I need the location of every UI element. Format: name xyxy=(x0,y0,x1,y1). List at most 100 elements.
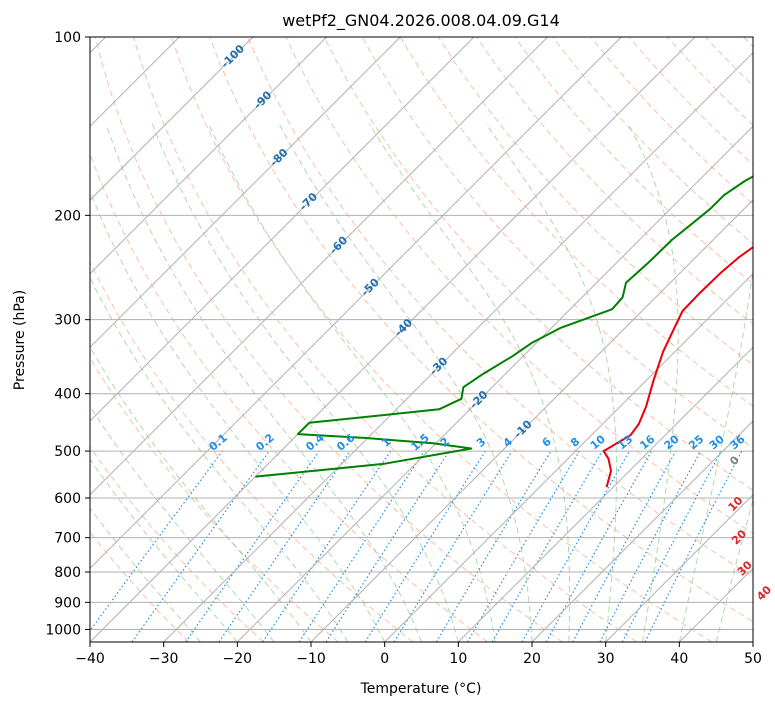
isotherm xyxy=(457,346,753,642)
grid-lines xyxy=(90,37,753,642)
y-tick-label: 1000 xyxy=(45,622,81,638)
y-tick-label: 800 xyxy=(54,565,81,581)
mixing-ratio-label: 3 xyxy=(474,435,488,450)
isotherm xyxy=(531,420,753,642)
dry-adiabat xyxy=(90,152,488,642)
mixing-ratio-line xyxy=(325,450,450,642)
mixing-ratio-line xyxy=(218,450,351,642)
dry-adiabat xyxy=(666,37,753,126)
mixing-ratio-line xyxy=(545,450,653,642)
mixing-ratio-label: 16 xyxy=(637,432,657,452)
moist-adiabat xyxy=(715,498,753,642)
mixing-ratio-line xyxy=(90,450,223,632)
mixing-ratio-line xyxy=(185,450,320,642)
dry-adiabat xyxy=(704,37,753,87)
x-axis-title: Temperature (°C) xyxy=(360,681,482,697)
dry-adiabat xyxy=(132,37,638,642)
mixing-ratio-label: 13 xyxy=(615,433,635,453)
mixing-ratio-label: 2 xyxy=(438,435,452,450)
x-tick-label: 30 xyxy=(597,651,615,667)
isotherm xyxy=(605,493,753,642)
dry-adiabat xyxy=(90,446,264,642)
moist-adiabat xyxy=(278,123,533,642)
series-lines xyxy=(255,175,753,488)
moist-adiabat xyxy=(627,123,679,642)
x-tick-label: 10 xyxy=(449,651,467,667)
x-tick-label: −10 xyxy=(296,651,326,667)
x-tick-label: 40 xyxy=(670,651,688,667)
y-tick-label: 100 xyxy=(54,30,81,46)
y-tick-label: 200 xyxy=(54,208,81,224)
y-tick-label: 600 xyxy=(54,491,81,507)
moist-adiabat xyxy=(90,507,201,642)
dry-adiabat xyxy=(209,37,753,623)
isotherm xyxy=(90,37,328,275)
dry-adiabat xyxy=(94,37,563,642)
background-lines xyxy=(90,37,753,642)
dry-adiabat xyxy=(323,37,753,491)
isotherm xyxy=(384,272,753,642)
dry-adiabat xyxy=(476,37,753,325)
dry-adiabat xyxy=(743,37,753,48)
mixing-ratio-line xyxy=(521,450,631,642)
temperature-profile xyxy=(602,245,753,488)
y-tick-label: 300 xyxy=(54,313,81,329)
moist-adiabat xyxy=(90,189,386,642)
mixing-ratio-label: 25 xyxy=(686,433,706,453)
moist-adiabat xyxy=(90,405,275,642)
y-tick-label: 400 xyxy=(54,387,81,403)
dry-adiabat xyxy=(514,37,753,285)
moist-adiabat xyxy=(151,123,459,642)
isotherm xyxy=(90,37,254,201)
mixing-ratio-label: 0.2 xyxy=(253,431,276,453)
dry-adiabat xyxy=(90,260,414,642)
isotherm xyxy=(90,37,549,496)
moist-adiabat xyxy=(485,123,617,642)
moist-adiabat-label: 40 xyxy=(754,583,774,603)
isotherm xyxy=(236,125,753,642)
mixing-ratio-label: 0.6 xyxy=(334,431,358,454)
x-tick-label: −20 xyxy=(223,651,253,667)
mixing-ratio-line xyxy=(435,450,552,642)
dry-adiabat xyxy=(285,37,753,535)
y-axis: 100 200 300 400 500 600 700 800 900 1000 xyxy=(45,30,90,638)
x-tick-label: −40 xyxy=(75,651,105,667)
mixing-ratio-line xyxy=(466,450,580,642)
y-axis-title: Pressure (hPa) xyxy=(12,290,28,390)
moist-adiabat xyxy=(90,345,312,642)
mixing-ratio-label: 4 xyxy=(501,435,515,450)
x-axis: −40 −30 −20 −10 0 10 20 30 40 50 xyxy=(75,642,762,667)
dry-adiabat xyxy=(90,356,339,642)
moist-adiabat xyxy=(678,265,753,642)
moist-adiabat xyxy=(208,123,496,642)
mixing-ratio-line xyxy=(393,450,513,642)
isotherm xyxy=(310,199,753,642)
mixing-ratio-label: 8 xyxy=(568,435,582,450)
mixing-ratio-line xyxy=(262,450,392,642)
dry-adiabat xyxy=(552,37,753,245)
moist-adiabat xyxy=(368,123,571,642)
dry-adiabat xyxy=(171,37,712,642)
x-tick-label: 20 xyxy=(523,651,541,667)
moist-adiabat-label: 20 xyxy=(729,527,749,547)
plot-frame xyxy=(89,36,754,643)
dry-adiabat xyxy=(590,37,753,205)
mixing-ratio-label: 36 xyxy=(728,432,748,452)
y-tick-label: 900 xyxy=(54,595,81,611)
dry-adiabat xyxy=(90,531,190,642)
moist-adiabat-label: 10 xyxy=(726,494,746,514)
x-tick-label: −30 xyxy=(149,651,179,667)
mixing-ratio-line xyxy=(131,450,270,642)
isopleth-labels: 0.1 0.2 0.4 0.6 1 1.5 2 3 4 6 8 10 13 16 20 25 30 36-100-… xyxy=(207,42,775,603)
isotherm xyxy=(90,37,696,642)
mixing-ratio-line xyxy=(364,450,486,642)
isotherm xyxy=(678,567,753,642)
mixing-ratio-label: 0.1 xyxy=(207,431,230,453)
isotherm xyxy=(90,37,475,422)
chart-title: wetPf2_GN04.2026.008.04.09.G14 xyxy=(282,11,560,31)
dewpoint-profile xyxy=(255,175,753,478)
dry-adiabat xyxy=(247,37,753,578)
moist-adiabat xyxy=(105,123,422,642)
y-tick-label: 500 xyxy=(54,444,81,460)
